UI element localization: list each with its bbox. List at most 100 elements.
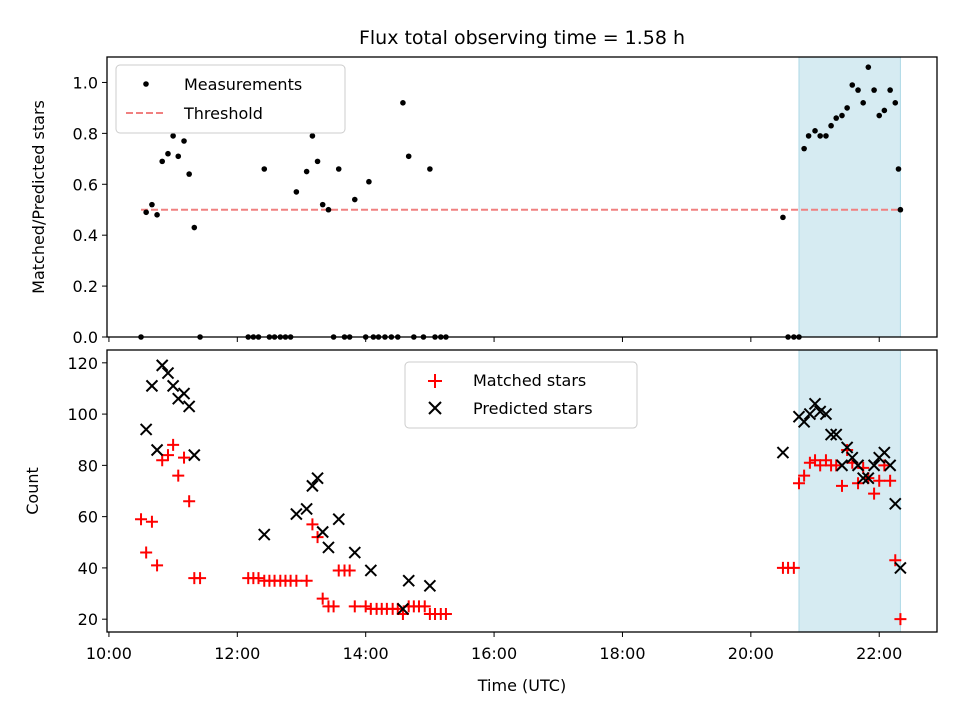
chart-title: Flux total observing time = 1.58 h <box>359 27 685 49</box>
measurement-point <box>833 115 840 121</box>
bottom-legend-box <box>404 361 638 429</box>
measurement-point <box>897 206 904 213</box>
measurement-point <box>159 158 166 165</box>
matched-star-point <box>316 592 329 605</box>
predicted-star-point <box>423 579 437 593</box>
highlight-span-fill <box>798 350 901 632</box>
matched-star-point <box>172 469 185 482</box>
measurement-point <box>839 112 845 119</box>
measurement-point <box>895 166 902 172</box>
predicted-star-point <box>258 528 271 541</box>
measurement-point <box>828 122 834 129</box>
predicted-star-point <box>322 541 335 554</box>
bottom-y-axis-label: Count <box>23 467 42 515</box>
bottom-plot-frame <box>106 349 938 633</box>
matched-star-point <box>183 495 196 508</box>
predicted-star-point <box>862 471 875 485</box>
measurement-point <box>366 178 372 185</box>
predicted-star-point <box>166 379 180 393</box>
measurement-point <box>191 224 198 231</box>
bottom-y-tick-label: 100 <box>67 405 98 424</box>
predicted-star-point <box>808 397 822 411</box>
predicted-star-point <box>840 441 854 454</box>
measurement-point <box>876 112 883 119</box>
top-y-ticks: 0.0 0.2 0.4 0.6 0.8 1.0 <box>73 73 107 347</box>
matched-star-point <box>830 459 843 472</box>
measurement-point <box>405 153 412 160</box>
measurement-point <box>170 133 176 139</box>
measurement-point <box>143 209 149 216</box>
matched-star-point <box>798 469 811 482</box>
top-y-tick-label: 0.0 <box>73 328 98 347</box>
predicted-star-point <box>867 459 881 472</box>
predicted-star-point <box>188 448 201 462</box>
predicted-star-point <box>364 564 378 577</box>
matched-star-point <box>156 454 169 467</box>
top-y-tick-label: 1.0 <box>73 73 98 92</box>
predicted-star-point <box>830 428 843 441</box>
measurement-point <box>165 150 171 157</box>
predicted-star-point <box>290 507 303 521</box>
top-y-axis-label: Matched/Predicted stars <box>29 100 48 294</box>
predicted-star-point <box>396 602 410 616</box>
predicted-star-point <box>311 471 324 485</box>
legend-matched-label: Matched stars <box>473 371 586 390</box>
matched-star-point <box>359 600 372 613</box>
measurement-point <box>186 171 192 177</box>
predicted-star-point <box>332 512 345 526</box>
matched-star-point <box>348 600 361 613</box>
bottom-y-ticks: 20 40 60 80 100 120 <box>67 354 107 629</box>
measurement-point <box>427 166 433 172</box>
bottom-x-ticks: 10:00 12:00 14:00 16:00 18:00 20:00 22:00 <box>86 632 902 663</box>
legend-predicted-marker <box>428 401 442 415</box>
bottom-y-tick-label: 20 <box>78 610 98 629</box>
x-tick-label: 20:00 <box>728 644 774 663</box>
matched-star-point <box>878 459 891 472</box>
legend-threshold-label: Threshold <box>183 104 263 123</box>
measurement-point <box>314 158 321 165</box>
measurement-point <box>303 168 310 175</box>
x-tick-label: 22:00 <box>856 644 902 663</box>
predicted-stars-series <box>139 359 907 616</box>
matched-star-point <box>194 572 207 585</box>
bottom-y-tick-label: 80 <box>78 456 98 475</box>
measurement-point <box>812 128 818 134</box>
matched-star-point <box>167 438 180 451</box>
measurement-point <box>780 214 786 221</box>
top-highlight-span <box>798 57 901 337</box>
matched-star-point <box>300 574 313 587</box>
matched-star-point <box>161 449 174 462</box>
predicted-star-point <box>177 387 191 400</box>
measurement-point <box>319 201 326 208</box>
x-tick-label: 18:00 <box>599 644 645 663</box>
legend-measurements-label: Measurements <box>184 75 302 94</box>
predicted-star-point <box>889 497 902 511</box>
predicted-star-point <box>856 471 870 485</box>
measurement-point <box>892 100 899 106</box>
matched-star-point <box>343 564 356 577</box>
measurement-point <box>855 87 861 93</box>
matched-star-point <box>327 600 340 613</box>
measurement-point <box>400 100 406 106</box>
measurement-point <box>871 87 877 93</box>
legend-measurements-marker <box>143 81 149 87</box>
predicted-star-point <box>150 443 164 457</box>
predicted-star-point <box>776 446 790 459</box>
matched-star-point <box>145 515 158 528</box>
matched-star-point <box>290 574 303 587</box>
top-y-tick-label: 0.2 <box>73 277 98 296</box>
predicted-star-point <box>161 366 175 380</box>
predicted-star-point <box>883 459 897 472</box>
matched-star-point <box>857 461 870 474</box>
x-tick-label: 10:00 <box>86 644 132 663</box>
matched-star-point <box>178 451 191 464</box>
measurement-point <box>860 100 866 106</box>
predicted-star-point <box>139 423 153 436</box>
measurement-point <box>801 145 807 152</box>
measurement-point <box>261 166 268 172</box>
top-y-tick-label: 0.8 <box>73 124 98 143</box>
matched-star-point <box>787 561 800 574</box>
measurement-point <box>849 82 856 88</box>
measurement-point <box>881 107 888 114</box>
